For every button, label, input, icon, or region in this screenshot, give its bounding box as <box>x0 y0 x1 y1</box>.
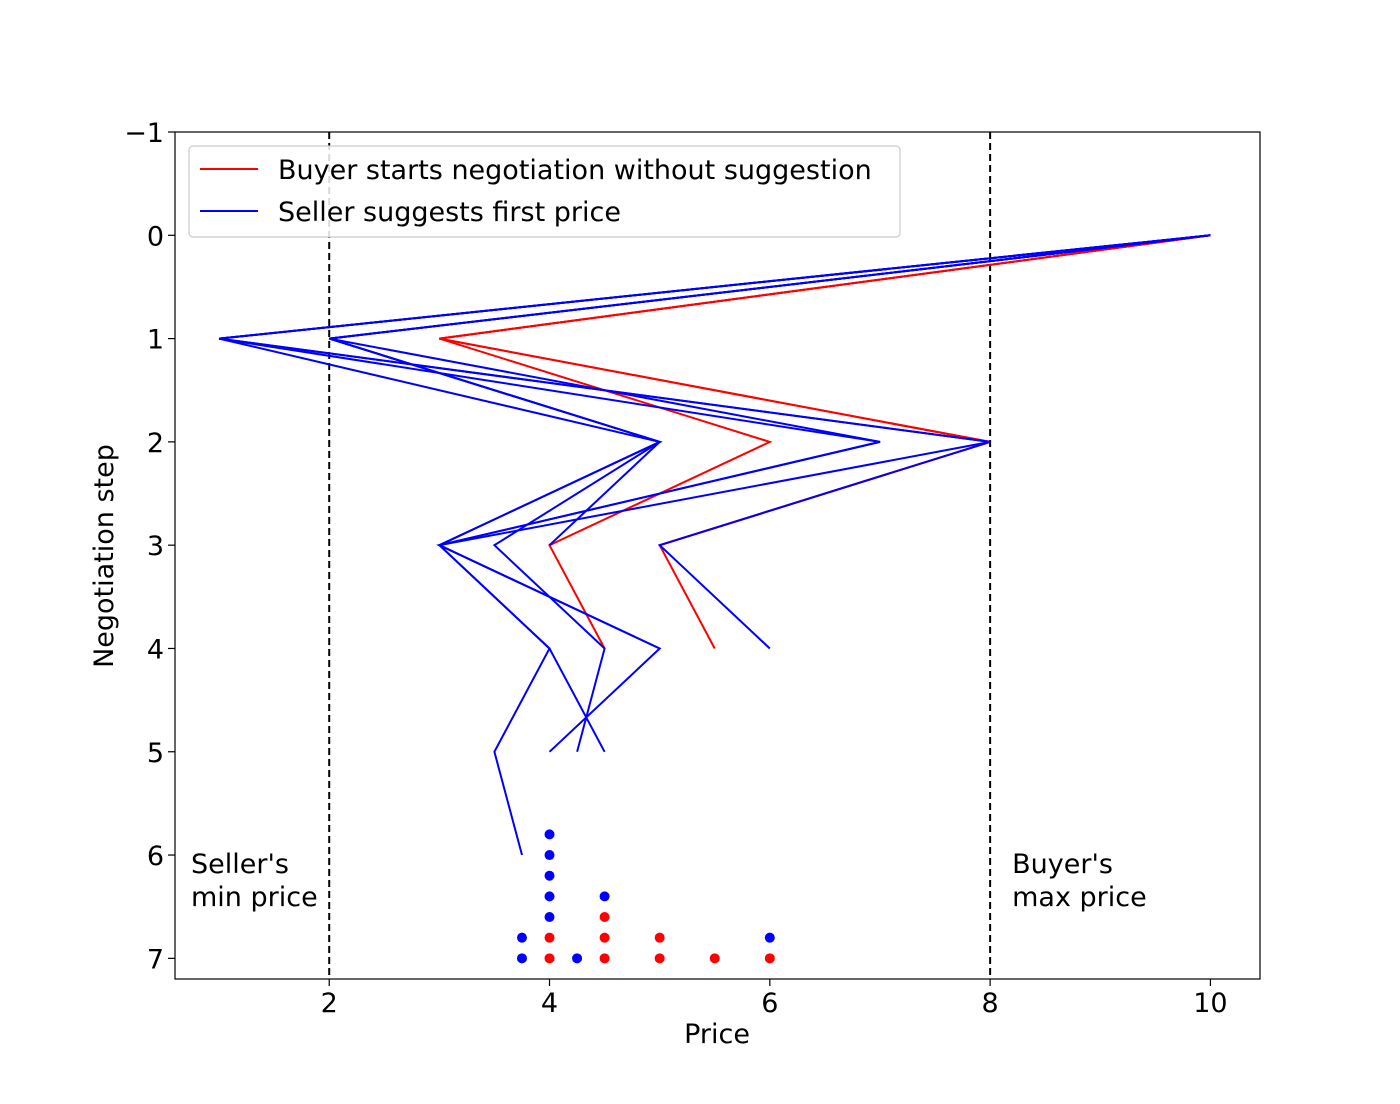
y-tick-label: 5 <box>147 738 164 769</box>
final-price-dot <box>544 953 555 964</box>
seller-series-line <box>218 234 1211 650</box>
final-price-dot <box>654 932 665 943</box>
final-price-dot <box>654 953 665 964</box>
y-tick-label: −1 <box>124 118 164 149</box>
seller-series-line <box>218 234 1211 547</box>
x-tick-label: 6 <box>761 988 778 1019</box>
final-price-dot <box>599 932 610 943</box>
final-price-dot <box>544 850 555 861</box>
series-lines <box>218 234 1211 856</box>
y-tick-label: 3 <box>147 531 164 562</box>
final-price-dot <box>599 953 610 964</box>
reference-label-left: min price <box>191 882 318 913</box>
y-tick-label: 6 <box>147 841 164 872</box>
final-price-dot <box>544 891 555 902</box>
y-tick-label: 7 <box>147 944 164 975</box>
y-tick-label: 0 <box>147 221 164 252</box>
reference-label-right: Buyer's <box>1012 849 1113 880</box>
buyer-series-line <box>439 234 1211 649</box>
reference-label-left: Seller's <box>191 849 289 880</box>
x-tick-label: 10 <box>1193 988 1227 1019</box>
x-tick-label: 4 <box>541 988 558 1019</box>
final-price-dot <box>544 829 555 840</box>
seller-series-line <box>328 234 1211 546</box>
x-axis-label: Price <box>684 1019 750 1050</box>
final-price-dot <box>709 953 720 964</box>
x-tick-label: 2 <box>321 988 338 1019</box>
buyer-series-line <box>439 234 1211 649</box>
reference-label-right: max price <box>1012 882 1147 913</box>
legend-box <box>188 145 901 238</box>
final-price-dot <box>544 912 555 923</box>
final-price-dot <box>599 891 610 902</box>
seller-series-line <box>328 234 1211 856</box>
y-tick-label: 4 <box>147 634 164 665</box>
y-tick-label: 2 <box>147 428 164 459</box>
final-price-dot <box>516 932 527 943</box>
y-axis-label: Negotiation step <box>89 444 120 668</box>
x-axis-ticks: 2 4 6 8 10 <box>321 979 1228 1019</box>
x-tick-label: 8 <box>982 988 999 1019</box>
final-price-dots <box>516 829 775 964</box>
final-price-dot <box>599 912 610 923</box>
final-price-dot <box>572 953 583 964</box>
final-price-dot <box>764 953 775 964</box>
final-price-dot <box>544 932 555 943</box>
final-price-dot <box>764 932 775 943</box>
plot-frame <box>174 131 1261 980</box>
y-tick-label: 1 <box>147 325 164 356</box>
y-axis-ticks: −1 0 1 2 3 4 5 6 7 <box>124 118 175 975</box>
final-price-dot <box>544 870 555 881</box>
final-price-dot <box>516 953 527 964</box>
seller-series-line <box>218 234 1211 650</box>
legend-label: Seller suggests first price <box>278 197 621 228</box>
legend-label: Buyer starts negotiation without suggest… <box>278 155 872 186</box>
legend: Buyer starts negotiation without suggest… <box>188 145 901 238</box>
